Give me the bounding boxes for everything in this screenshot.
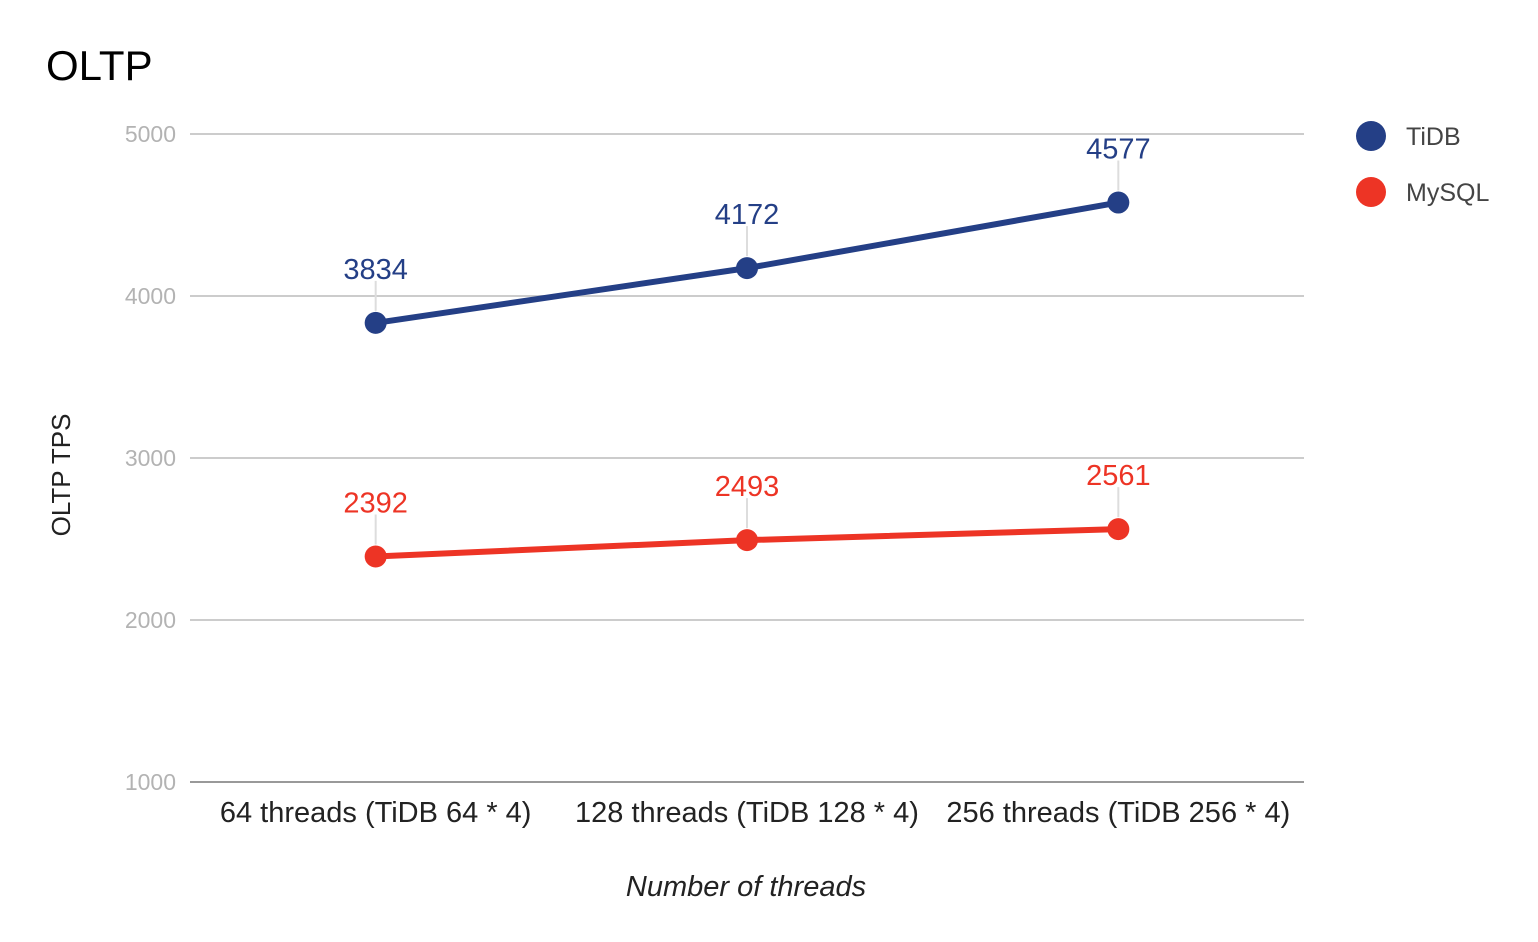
data-label: 2392 [343,487,408,519]
series: 3834 4172 4577 2392 2493 2561 [343,134,1151,568]
legend-label: MySQL [1406,179,1489,207]
y-tick-label: 3000 [125,445,176,471]
legend-marker [1356,121,1386,151]
data-label: 3834 [343,254,408,286]
data-label: 4172 [715,199,780,231]
series-tidb: 3834 4172 4577 [343,134,1151,334]
data-label: 2493 [715,471,780,503]
data-point [364,545,387,568]
data-point [364,311,387,334]
y-axis-label: OLTP TPS [46,414,76,537]
x-tick-label: 256 threads (TiDB 256 * 4) [946,797,1290,829]
x-axis-ticks: 64 threads (TiDB 64 * 4) 128 threads (TiD… [220,797,1290,829]
x-tick-label: 128 threads (TiDB 128 * 4) [575,797,919,829]
legend-item-mysql: MySQL [1356,177,1489,207]
data-point [736,257,758,280]
legend-label: TiDB [1406,123,1461,151]
data-point [1107,191,1130,214]
y-tick-label: 2000 [125,607,176,633]
data-point [736,529,758,552]
chart-title: OLTP [46,42,153,89]
legend-item-tidb: TiDB [1356,121,1461,151]
x-axis-label: Number of threads [626,871,866,903]
y-tick-label: 5000 [125,121,176,147]
series-mysql: 2392 2493 2561 [343,460,1151,568]
data-label: 4577 [1086,134,1151,166]
legend-marker [1356,177,1386,207]
data-point [1107,518,1130,541]
data-label-leaders [374,160,1120,545]
data-label: 2561 [1086,460,1151,492]
x-tick-label: 64 threads (TiDB 64 * 4) [220,797,532,829]
y-axis-ticks: 1000 2000 3000 4000 5000 [125,121,176,795]
legend: TiDB MySQL [1356,121,1489,207]
y-tick-label: 4000 [125,283,176,309]
y-tick-label: 1000 [125,769,176,795]
